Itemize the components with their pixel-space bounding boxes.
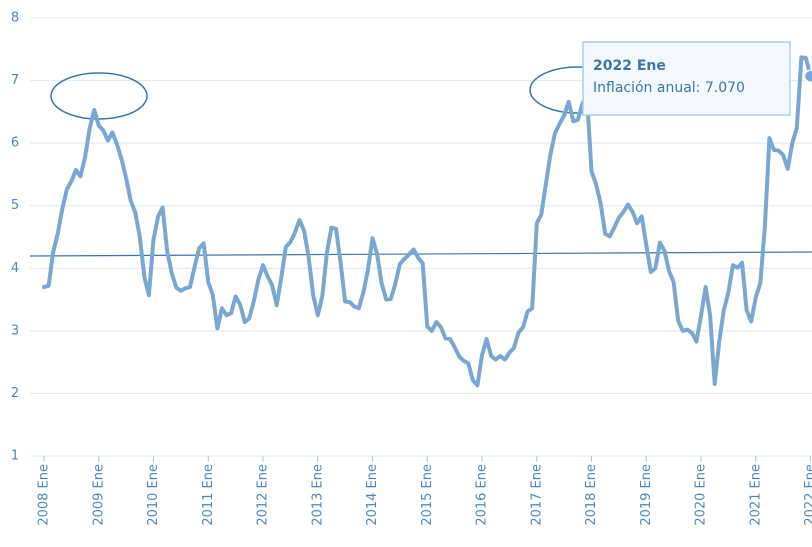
y-tick-label: 2 xyxy=(11,386,19,401)
x-tick-label: 2011 Ene xyxy=(201,464,216,526)
x-tick-label: 2008 Ene xyxy=(37,464,52,526)
y-tick-label: 4 xyxy=(11,261,19,276)
data-line xyxy=(42,55,812,388)
x-tick-label: 2009 Ene xyxy=(91,464,106,526)
y-tick-label: 5 xyxy=(11,198,19,213)
x-tick-label: 2017 Ene xyxy=(529,464,544,526)
x-tick-label: 2012 Ene xyxy=(256,464,271,526)
y-tick-label: 3 xyxy=(11,323,19,338)
tooltip-box xyxy=(582,41,791,116)
tooltip: 2022 Ene Inflación anual: 7.070 xyxy=(582,41,791,116)
x-tick-label: 2014 Ene xyxy=(365,464,380,526)
hover-marker xyxy=(803,69,812,83)
x-tick-label: 2015 Ene xyxy=(420,464,435,526)
x-tick-label: 2022 Ene xyxy=(803,464,812,526)
y-tick-label: 1 xyxy=(11,449,19,464)
highlight-ellipse xyxy=(50,72,148,120)
y-tick-label: 8 xyxy=(11,11,19,26)
plot xyxy=(42,55,812,388)
x-tick-label: 2010 Ene xyxy=(146,464,161,526)
tooltip-title: 2022 Ene xyxy=(593,58,666,74)
y-tick-label: 7 xyxy=(11,73,19,88)
reference-line xyxy=(29,251,812,257)
y-tick-label: 6 xyxy=(11,136,19,151)
x-tick-label: 2020 Ene xyxy=(694,464,709,526)
x-tick-label: 2016 Ene xyxy=(475,464,490,526)
x-tick-label: 2019 Ene xyxy=(639,464,654,526)
grid: 1 2 3 4 5 6 7 8 2008 Ene 2009 Ene 2010 Ene 2011 Ene… xyxy=(11,11,812,526)
tooltip-text: Inflación anual: 7.070 xyxy=(593,80,745,96)
x-tick-label: 2013 Ene xyxy=(310,464,325,526)
x-tick-label: 2018 Ene xyxy=(584,464,599,526)
x-tick-label: 2021 Ene xyxy=(748,464,763,526)
